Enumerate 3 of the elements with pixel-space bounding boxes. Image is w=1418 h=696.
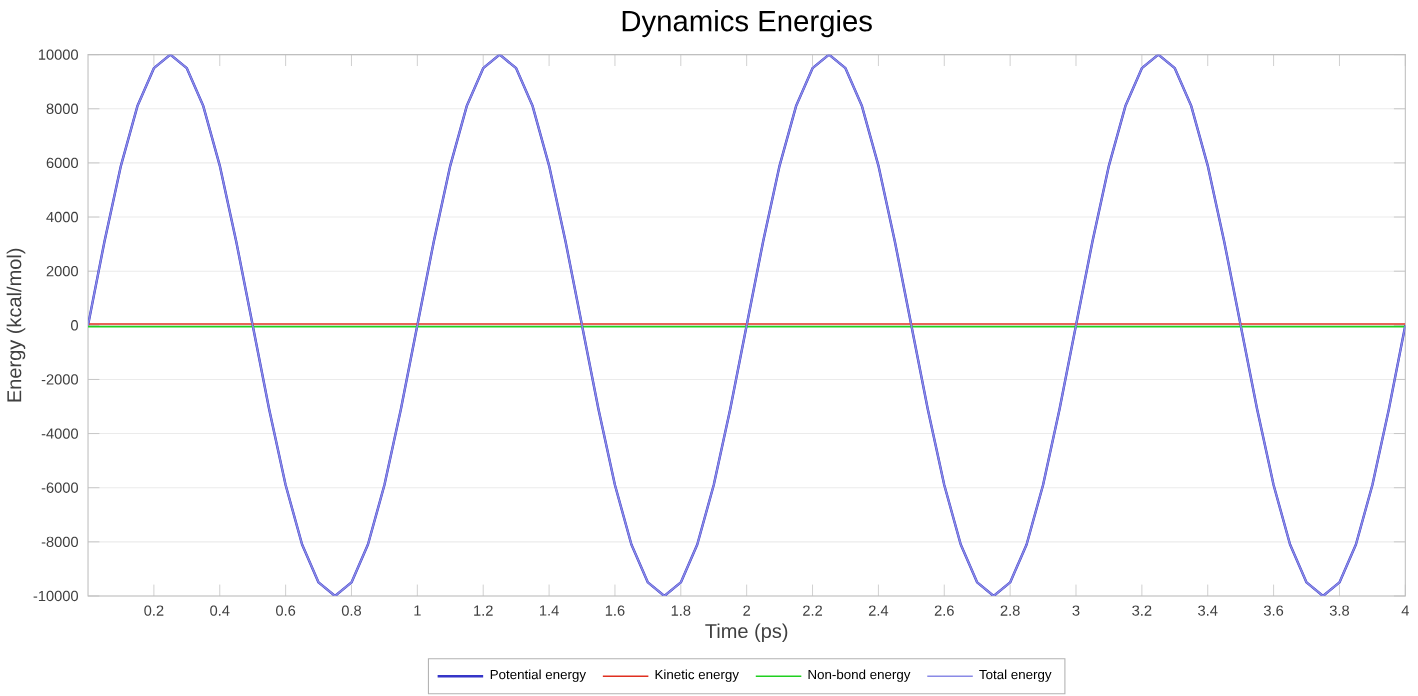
x-axis-title: Time (ps) xyxy=(705,623,788,643)
y-axis-title: Energy (kcal/mol) xyxy=(6,248,26,402)
chart-title: Dynamics Energies xyxy=(622,9,872,38)
